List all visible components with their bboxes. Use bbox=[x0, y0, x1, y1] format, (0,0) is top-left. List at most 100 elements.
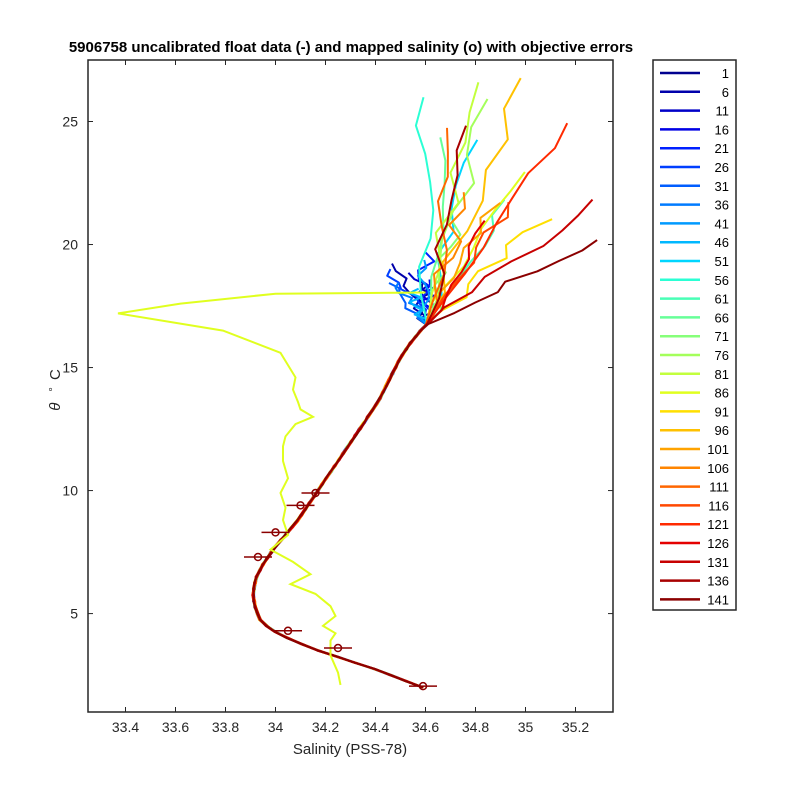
y-axis-label: θ ∘ C bbox=[41, 369, 64, 411]
chart-title: 5906758 uncalibrated float data (-) and … bbox=[69, 39, 633, 56]
legend-item: 106 bbox=[660, 461, 729, 476]
legend-label: 56 bbox=[715, 273, 729, 288]
x-tick-label: 34.2 bbox=[312, 719, 339, 735]
legend-item: 96 bbox=[660, 423, 729, 438]
mapped-salinity-marker bbox=[324, 643, 352, 653]
legend-label: 11 bbox=[716, 104, 730, 119]
legend-item: 46 bbox=[660, 235, 729, 250]
marker-circle bbox=[333, 643, 343, 653]
marker-circle bbox=[296, 501, 305, 510]
mapped-salinity-marker bbox=[409, 681, 437, 691]
mapped-salinity-marker bbox=[274, 626, 302, 636]
legend-label: 46 bbox=[715, 235, 729, 250]
plot-frame bbox=[87, 59, 614, 713]
legend-label: 106 bbox=[707, 461, 729, 476]
x-tick-label: 34 bbox=[268, 719, 284, 735]
x-tick-label: 35.2 bbox=[562, 719, 589, 735]
legend-item: 11 bbox=[660, 104, 729, 119]
legend-label: 86 bbox=[715, 386, 729, 401]
y-axis-label-degree: ∘ bbox=[46, 386, 57, 392]
mapped-salinity-marker bbox=[244, 552, 272, 562]
legend-label: 136 bbox=[707, 574, 729, 589]
legend-label: 41 bbox=[715, 216, 729, 231]
x-tick-label: 33.4 bbox=[112, 719, 139, 735]
legend-item: 51 bbox=[660, 254, 729, 269]
legend-item: 16 bbox=[660, 122, 729, 137]
legend-label: 66 bbox=[715, 310, 729, 325]
x-tick-label: 34.4 bbox=[362, 719, 389, 735]
legend-item: 111 bbox=[660, 480, 729, 495]
mapped-salinity-marker bbox=[286, 501, 315, 510]
x-axis: 33.4 33.6 33.8 34 34.2 34.4 34.6 34.8 35 35.2 bbox=[112, 60, 589, 735]
legend-item: 26 bbox=[660, 160, 729, 175]
legend-item: 71 bbox=[660, 329, 729, 344]
x-tick-label: 34.6 bbox=[412, 719, 439, 735]
anomaly-profile-line bbox=[117, 291, 426, 686]
legend-label: 91 bbox=[715, 404, 729, 419]
legend-item: 6 bbox=[660, 85, 729, 100]
legend-item: 101 bbox=[660, 442, 729, 457]
x-axis-label: Salinity (PSS-78) bbox=[293, 741, 407, 758]
legend-item: 31 bbox=[660, 179, 729, 194]
legend-item: 61 bbox=[660, 292, 729, 307]
legend-item: 86 bbox=[660, 386, 729, 401]
mapped-salinity-marker bbox=[261, 528, 290, 537]
x-tick-label: 35 bbox=[518, 719, 534, 735]
y-tick-label: 20 bbox=[62, 237, 78, 253]
marker-circle bbox=[253, 552, 263, 562]
legend-item: 141 bbox=[660, 592, 729, 607]
legend-label: 16 bbox=[715, 122, 729, 137]
y-tick-label: 5 bbox=[70, 606, 78, 622]
y-axis-label-symbol: θ bbox=[47, 403, 64, 411]
legend-label: 96 bbox=[715, 423, 729, 438]
legend-item: 56 bbox=[660, 273, 729, 288]
profile-line bbox=[252, 239, 598, 689]
legend-label: 51 bbox=[715, 254, 729, 269]
marker-circle bbox=[311, 488, 320, 498]
marker-circle bbox=[418, 681, 428, 691]
legend-item: 91 bbox=[660, 404, 729, 419]
mapped-salinity-marker bbox=[301, 488, 330, 498]
x-tick-label: 33.8 bbox=[212, 719, 239, 735]
legend-item: 1 bbox=[660, 66, 729, 81]
legend-label: 141 bbox=[707, 592, 729, 607]
legend: 1611162126313641465156616671768186919610… bbox=[652, 59, 737, 611]
y-tick-label: 25 bbox=[62, 114, 78, 130]
legend-label: 6 bbox=[722, 85, 729, 100]
legend-item: 126 bbox=[660, 536, 729, 551]
legend-label: 101 bbox=[707, 442, 729, 457]
marker-circle bbox=[283, 626, 293, 636]
legend-label: 36 bbox=[715, 198, 729, 213]
svg-text:θ ∘ C: θ ∘ C bbox=[41, 369, 64, 411]
legend-item: 116 bbox=[660, 498, 729, 513]
series-layer bbox=[117, 77, 598, 691]
legend-label: 1 bbox=[722, 66, 729, 81]
legend-item: 66 bbox=[660, 310, 729, 325]
legend-item: 76 bbox=[660, 348, 729, 363]
legend-item: 21 bbox=[660, 141, 729, 156]
y-axis-label-unit: C bbox=[47, 369, 64, 380]
legend-item: 136 bbox=[660, 574, 729, 589]
legend-item: 131 bbox=[660, 555, 729, 570]
legend-label: 61 bbox=[715, 292, 729, 307]
y-tick-label: 15 bbox=[62, 360, 78, 376]
y-tick-label: 10 bbox=[62, 483, 78, 499]
legend-label: 131 bbox=[707, 555, 729, 570]
profile-series bbox=[252, 239, 598, 689]
legend-item: 121 bbox=[660, 517, 729, 532]
x-tick-label: 33.6 bbox=[162, 719, 189, 735]
legend-item: 36 bbox=[660, 198, 729, 213]
legend-label: 21 bbox=[715, 141, 729, 156]
x-tick-label: 34.8 bbox=[462, 719, 489, 735]
legend-label: 71 bbox=[715, 329, 729, 344]
marker-circle bbox=[271, 528, 280, 537]
legend-item: 41 bbox=[660, 216, 729, 231]
legend-label: 76 bbox=[715, 348, 729, 363]
legend-label: 26 bbox=[715, 160, 729, 175]
legend-label: 126 bbox=[707, 536, 729, 551]
legend-item: 81 bbox=[660, 367, 729, 382]
legend-label: 81 bbox=[715, 367, 729, 382]
y-axis: 5 10 15 20 25 bbox=[62, 114, 613, 622]
legend-label: 116 bbox=[708, 498, 729, 513]
